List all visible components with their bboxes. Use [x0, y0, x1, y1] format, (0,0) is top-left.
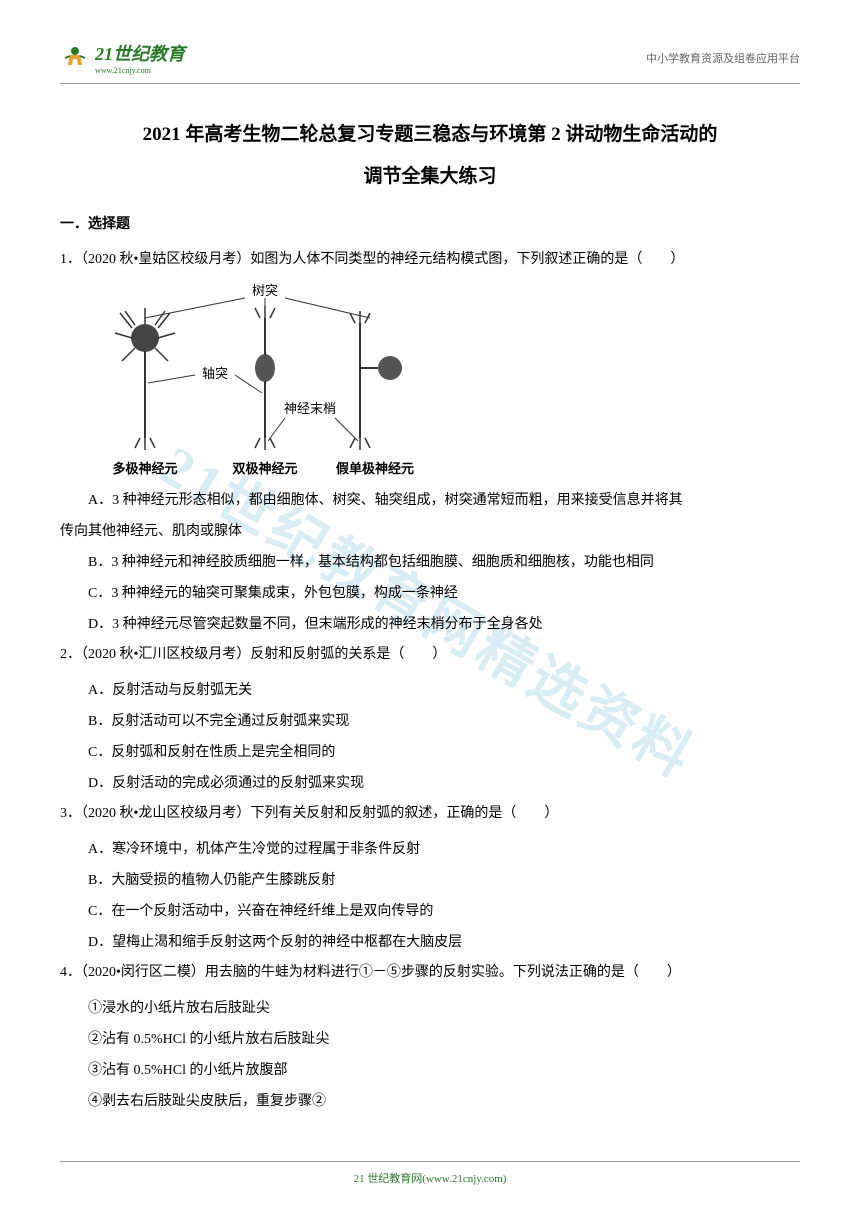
page-footer: 21 世纪教育网(www.21cnjy.com)	[60, 1161, 800, 1186]
page-header: 21世纪教育 www.21cnjy.com 中小学教育资源及组卷应用平台	[60, 40, 800, 84]
question-4-num: 4	[60, 965, 67, 980]
question-4: 4．（2020•闵行区二模）用去脑的牛蛙为材料进行①－⑤步骤的反射实验。下列说法…	[60, 958, 800, 989]
neuron-svg: 树突 轴突	[90, 283, 440, 478]
q4-sub-2: ②沾有 0.5%HCl 的小纸片放右后肢趾尖	[60, 1025, 800, 1056]
logo-area: 21世纪教育 www.21cnjy.com	[60, 40, 185, 75]
logo-main-text: 21世纪教育	[95, 40, 185, 66]
q1-option-a: A．3 种神经元形态相似，都由细胞体、树突、轴突组成，树突通常短而粗，用来接受信…	[60, 486, 800, 517]
diagram-label-axon: 轴突	[202, 366, 228, 381]
q3-option-b: B．大脑受损的植物人仍能产生膝跳反射	[60, 866, 800, 897]
question-2-stem: ．（2020 秋•汇川区校级月考）反射和反射弧的关系是（ ）	[67, 647, 446, 662]
bipolar-neuron	[255, 306, 275, 450]
multipolar-neuron	[115, 308, 175, 450]
neuron-diagram: 树突 轴突	[90, 283, 440, 478]
diagram-label-ending: 神经末梢	[284, 401, 336, 416]
q2-option-d: D．反射活动的完成必须通过的反射弧来实现	[60, 769, 800, 800]
q2-option-b: B．反射活动可以不完全通过反射弧来实现	[60, 707, 800, 738]
diagram-label-bottom2: 双极神经元	[232, 461, 297, 476]
q4-sub-1: ①浸水的小纸片放右后肢趾尖	[60, 994, 800, 1025]
pseudounipolar-neuron	[350, 311, 402, 450]
q1-option-c: C．3 种神经元的轴突可聚集成束，外包包膜，构成一条神经	[60, 579, 800, 610]
question-2-num: 2	[60, 647, 67, 662]
q1-option-b: B．3 种神经元和神经胶质细胞一样，基本结构都包括细胞膜、细胞质和细胞核，功能也…	[60, 548, 800, 579]
diagram-label-bottom1: 多极神经元	[112, 461, 177, 476]
diagram-label-top: 树突	[252, 283, 278, 298]
q4-sub-3: ③沾有 0.5%HCl 的小纸片放腹部	[60, 1056, 800, 1087]
q4-sub-4: ④剥去右后肢趾尖皮肤后，重复步骤②	[60, 1087, 800, 1118]
q3-option-c: C．在一个反射活动中，兴奋在神经纤维上是双向传导的	[60, 897, 800, 928]
logo-icon	[60, 43, 90, 73]
logo-text: 21世纪教育 www.21cnjy.com	[95, 40, 185, 75]
document-title: 2021 年高考生物二轮总复习专题三稳态与环境第 2 讲动物生命活动的 调节全集…	[60, 114, 800, 198]
section-heading: 一．选择题	[60, 213, 800, 233]
q2-option-c: C．反射弧和反射在性质上是完全相同的	[60, 738, 800, 769]
question-2: 2．（2020 秋•汇川区校级月考）反射和反射弧的关系是（ ）	[60, 640, 800, 671]
q2-option-a: A．反射活动与反射弧无关	[60, 676, 800, 707]
question-1-num: 1	[60, 252, 67, 267]
q3-option-a: A．寒冷环境中，机体产生冷觉的过程属于非条件反射	[60, 835, 800, 866]
question-3: 3．（2020 秋•龙山区校级月考）下列有关反射和反射弧的叙述，正确的是（ ）	[60, 799, 800, 830]
question-3-num: 3	[60, 806, 67, 821]
question-4-stem: ．（2020•闵行区二模）用去脑的牛蛙为材料进行①－⑤步骤的反射实验。下列说法正…	[67, 965, 681, 980]
question-1: 1．（2020 秋•皇姑区校级月考）如图为人体不同类型的神经元结构模式图，下列叙…	[60, 245, 800, 276]
q1-option-d: D．3 种神经元尽管突起数量不同，但末端形成的神经末梢分布于全身各处	[60, 610, 800, 641]
q3-option-d: D．望梅止渴和缩手反射这两个反射的神经中枢都在大脑皮层	[60, 928, 800, 959]
logo-sub-text: www.21cnjy.com	[95, 66, 185, 75]
question-3-stem: ．（2020 秋•龙山区校级月考）下列有关反射和反射弧的叙述，正确的是（ ）	[67, 806, 558, 821]
main-content: 21世纪教育 www.21cnjy.com 中小学教育资源及组卷应用平台 202…	[60, 40, 800, 1117]
q1-option-a-cont: 传向其他神经元、肌肉或腺体	[60, 517, 800, 548]
title-line2: 调节全集大练习	[60, 156, 800, 198]
header-right-text: 中小学教育资源及组卷应用平台	[646, 50, 800, 66]
title-line1: 2021 年高考生物二轮总复习专题三稳态与环境第 2 讲动物生命活动的	[60, 114, 800, 156]
diagram-label-bottom3: 假单极神经元	[336, 461, 414, 476]
question-1-stem: ．（2020 秋•皇姑区校级月考）如图为人体不同类型的神经元结构模式图，下列叙述…	[67, 252, 684, 267]
